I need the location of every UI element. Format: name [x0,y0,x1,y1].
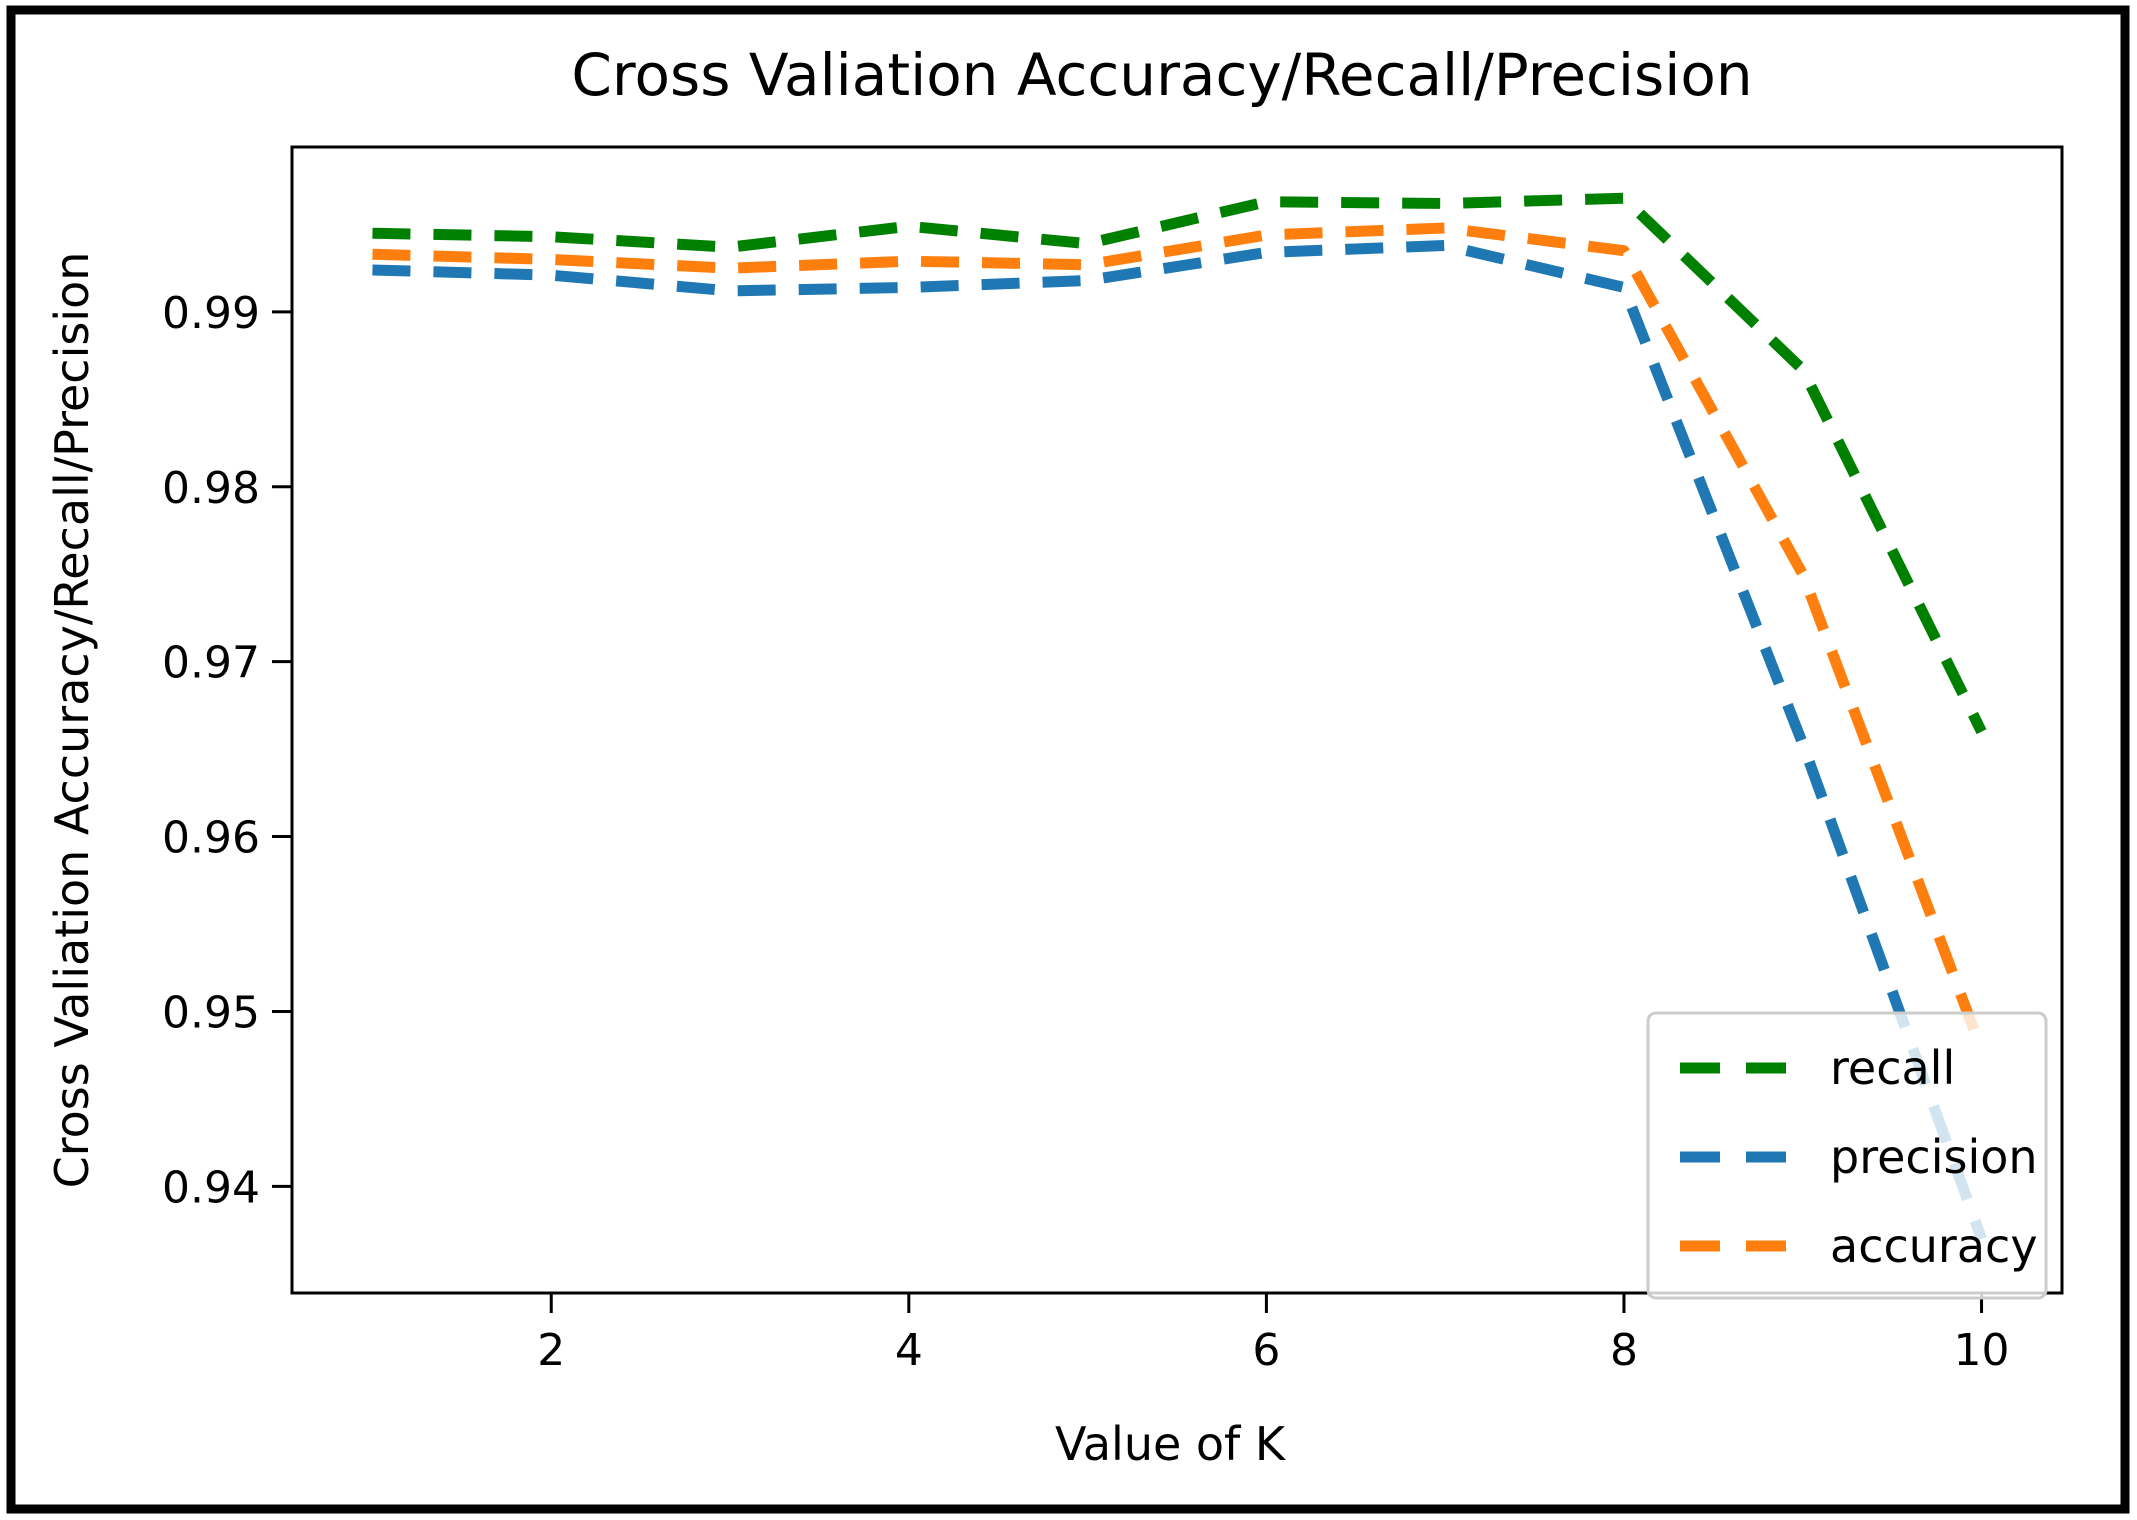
legend-label-recall: recall [1830,1041,1955,1095]
plot-area [290,145,2064,1295]
legend-label-accuracy: accuracy [1830,1219,2038,1273]
y-tick-label-0.99: 0.99 [162,288,260,339]
series-line-recall [372,192,1987,735]
series-line-precision [372,239,1987,1241]
y-tick-label-0.97: 0.97 [162,638,260,689]
x-tick-label-10: 10 [1954,1325,2010,1376]
legend-label-precision: precision [1830,1130,2038,1184]
x-axis-label: Value of K [1055,1417,1287,1471]
x-tick-label-6: 6 [1252,1325,1280,1376]
x-tick-label-8: 8 [1610,1325,1638,1376]
x-tick-label-4: 4 [895,1325,923,1376]
y-tick-label-0.98: 0.98 [162,463,260,514]
x-tick-label-2: 2 [537,1325,565,1376]
y-tick-label-0.96: 0.96 [162,813,260,864]
y-axis-label: Cross Valiation Accuracy/Recall/Precisio… [45,252,99,1189]
legend-box [1646,1011,2048,1300]
figure-border [6,5,2130,1514]
y-tick-label-0.95: 0.95 [162,987,260,1038]
series-line-accuracy [372,222,1987,1052]
y-tick-label-0.94: 0.94 [162,1162,260,1213]
chart-title: Cross Valiation Accuracy/Recall/Precisio… [571,41,1752,109]
